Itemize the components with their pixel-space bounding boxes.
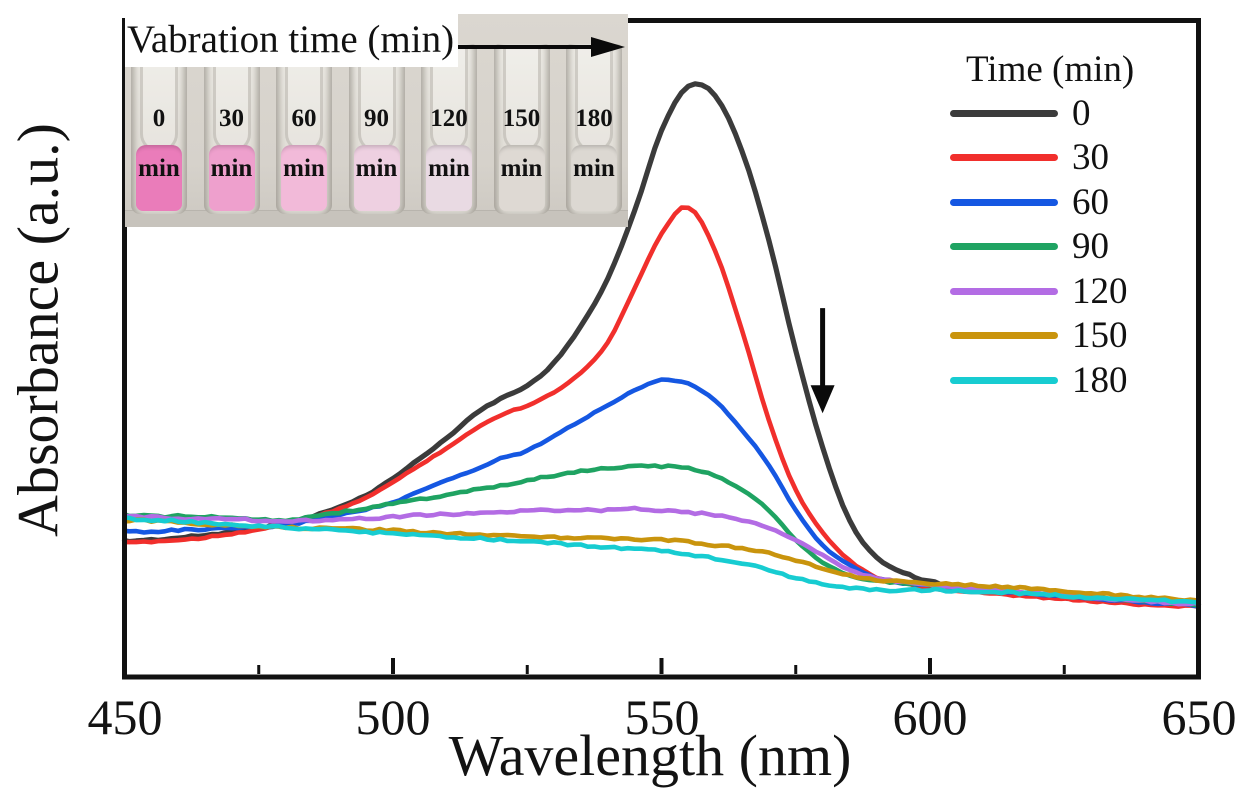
legend-entry: 150 (950, 314, 1210, 359)
cuvette-time-label: 30 (219, 105, 244, 132)
cuvette-unit-label: min (500, 155, 543, 182)
cuvette-time-label: 120 (430, 105, 468, 132)
inset-title: Vabration time (min) (125, 14, 459, 67)
cuvette-unit-label: min (210, 155, 253, 182)
cuvette-unit-label: min (573, 155, 615, 182)
cuvette-time-label: 0 (152, 105, 166, 132)
spectrum-curve-60min (122, 377, 1201, 609)
cuvette-liquid (136, 145, 182, 211)
cuvette-time-label: 150 (502, 105, 541, 132)
legend-line-swatch (950, 243, 1058, 251)
legend: Time (min) 0 30 60 90 120 150 180 (950, 48, 1210, 403)
legend-entry-label: 0 (1072, 92, 1091, 134)
cuvette: 0 min (131, 44, 187, 214)
cuvette-time-label: 180 (575, 105, 613, 132)
x-tick-label-450: 450 (87, 689, 163, 745)
legend-line-swatch (950, 376, 1058, 384)
legend-entries: 0 30 60 90 120 150 180 (950, 91, 1210, 403)
legend-entry-label: 180 (1072, 359, 1128, 401)
spectrum-curve-180min (122, 515, 1201, 606)
legend-title: Time (min) (966, 49, 1135, 90)
cuvette-liquid (208, 145, 255, 211)
x-tick-label-650: 650 (1161, 689, 1237, 745)
legend-entry-label: 150 (1072, 315, 1128, 357)
spectrum-curve-90min (122, 463, 1201, 608)
cuvette-row: 0 min 30 min 60 min 90 min 120 min 150 min 180 min (131, 44, 622, 214)
cuvette-liquid (353, 145, 400, 211)
cuvette-unit-label: min (283, 155, 325, 182)
cuvette-time-label: 90 (364, 105, 389, 132)
legend-entry-label: 30 (1072, 137, 1109, 179)
x-tick-label-500: 500 (355, 689, 431, 745)
legend-entry: 180 (950, 358, 1210, 403)
decrease-arrow-head (810, 385, 835, 414)
legend-entry: 0 (950, 91, 1210, 136)
cuvette: 150 min (493, 44, 550, 214)
legend-line-swatch (950, 109, 1058, 117)
legend-line-swatch (950, 332, 1058, 340)
cuvette-unit-label: min (355, 155, 398, 182)
y-axis-label: Absorbance (a.u.) (5, 123, 71, 537)
cuvette-bore (502, 46, 541, 152)
legend-entry: 120 (950, 269, 1210, 314)
legend-entry-label: 120 (1072, 270, 1128, 312)
spectrum-curve-150min (122, 517, 1201, 604)
time-direction-arrow (457, 37, 625, 57)
legend-line-swatch (950, 287, 1058, 295)
cuvette: 180 min (566, 44, 622, 214)
cuvette-liquid (426, 145, 472, 211)
cuvette-unit-label: min (138, 155, 180, 182)
cuvette-unit-label: min (428, 155, 470, 182)
legend-entry: 30 (950, 136, 1210, 181)
cuvette-liquid (498, 145, 545, 211)
inset-photo: 0 min 30 min 60 min 90 min 120 min 150 min 180 min Va… (125, 14, 628, 227)
legend-entry: 60 (950, 180, 1210, 225)
cuvette-liquid (571, 145, 617, 211)
x-tick-label-600: 600 (892, 689, 968, 745)
legend-entry-label: 60 (1072, 181, 1109, 223)
legend-entry-label: 90 (1072, 226, 1109, 268)
x-tick-label-550: 550 (624, 689, 700, 745)
cuvette-liquid (281, 145, 327, 211)
legend-entry: 90 (950, 225, 1210, 270)
legend-line-swatch (950, 154, 1058, 162)
plot-frame (122, 18, 1201, 680)
x-axis-label: Wavelength (nm) (448, 723, 852, 788)
legend-line-swatch (950, 198, 1058, 206)
cuvette-time-label: 60 (291, 105, 317, 132)
